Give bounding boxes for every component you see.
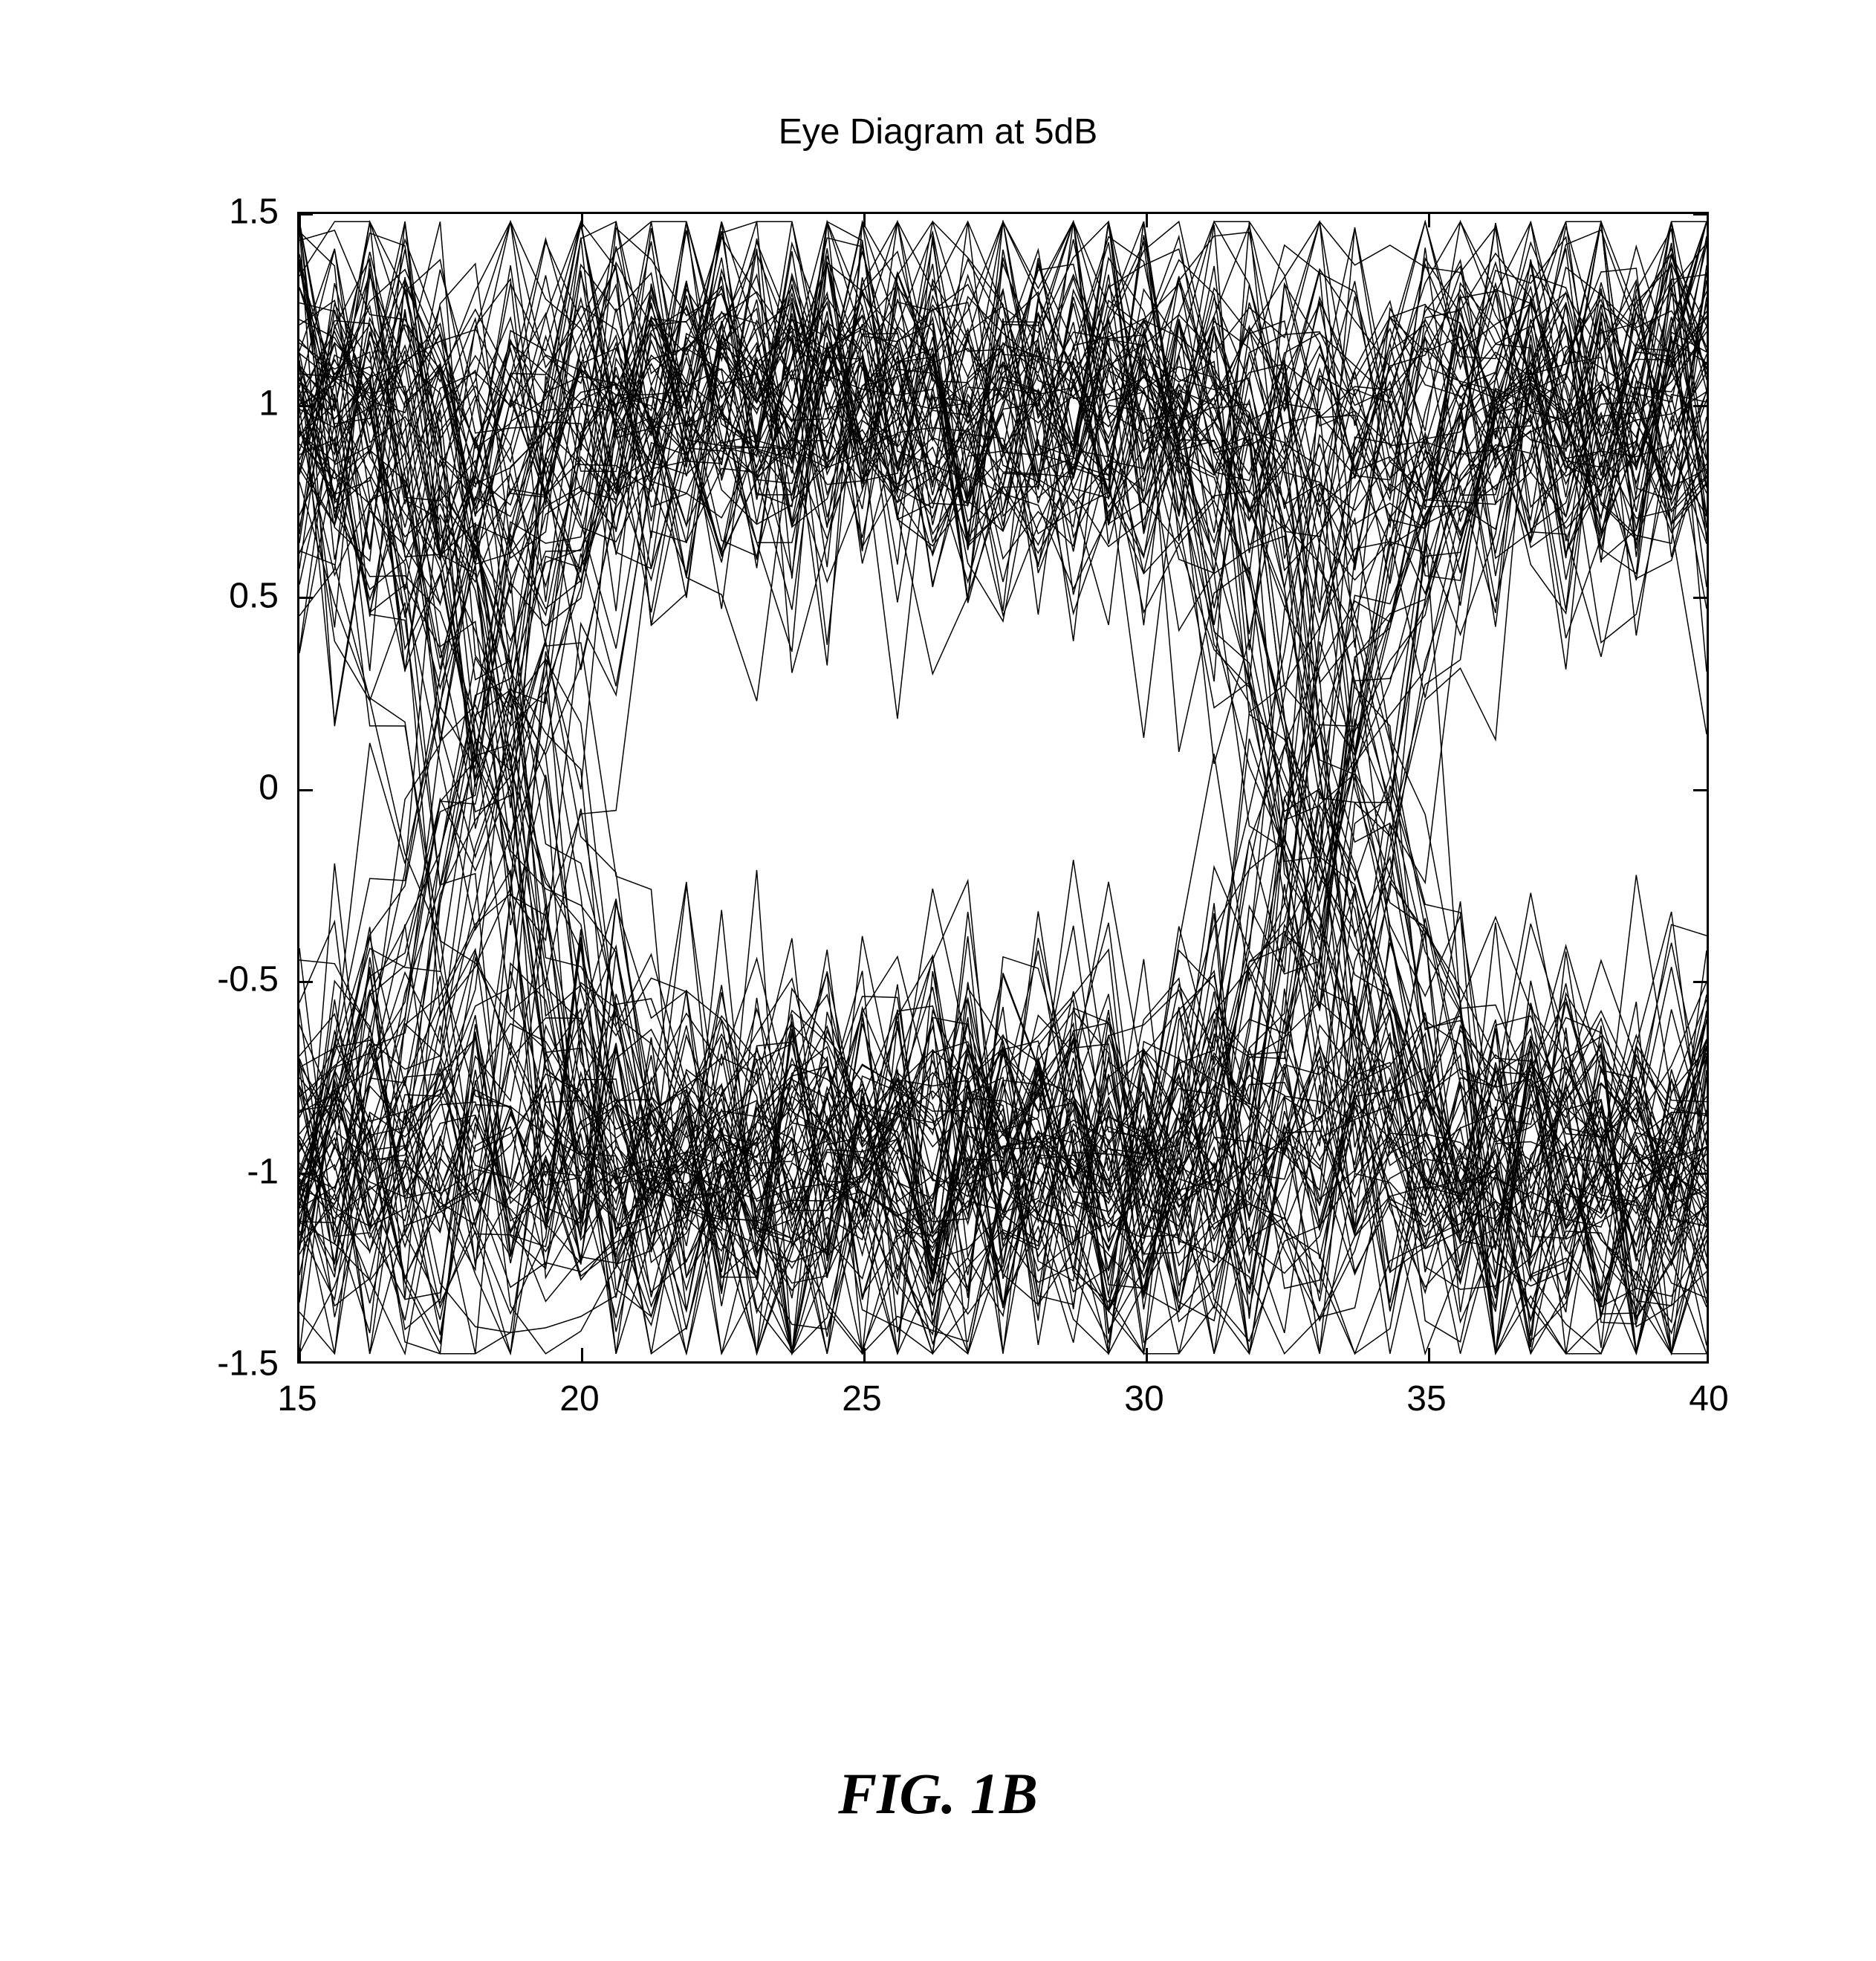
x-tick-label: 40 <box>1689 1378 1728 1419</box>
x-axis-labels: 152025303540 <box>297 1378 1709 1423</box>
trace <box>299 380 1707 1354</box>
chart-title: Eye Diagram at 5dB <box>134 111 1742 152</box>
y-tick-label: -0.5 <box>217 959 279 1000</box>
x-tick-label: 25 <box>842 1378 881 1419</box>
figure-label: FIG. 1B <box>838 1760 1038 1827</box>
y-tick-label: 1 <box>259 383 279 424</box>
trace <box>299 267 1707 1353</box>
x-tick-label: 20 <box>559 1378 599 1419</box>
y-tick-label: 1.5 <box>229 192 279 233</box>
x-tick-label: 35 <box>1406 1378 1446 1419</box>
chart-wrapper: -1.5-1-0.500.511.5 152025303540 <box>215 212 1824 1475</box>
y-axis-labels: -1.5-1-0.500.511.5 <box>215 212 286 1364</box>
y-tick-label: -1 <box>247 1151 279 1192</box>
y-tick-label: 0.5 <box>229 575 279 616</box>
y-tick-label: -1.5 <box>217 1343 279 1384</box>
x-tick-label: 30 <box>1124 1378 1163 1419</box>
y-tick-label: 0 <box>259 768 279 808</box>
eye-traces <box>299 214 1707 1361</box>
chart-container: Eye Diagram at 5dB -1.5 -1 -0.5 0 0.5 1 1.5 15… <box>134 111 1742 1821</box>
plot-area <box>297 212 1709 1364</box>
x-tick-label: 15 <box>277 1378 317 1419</box>
